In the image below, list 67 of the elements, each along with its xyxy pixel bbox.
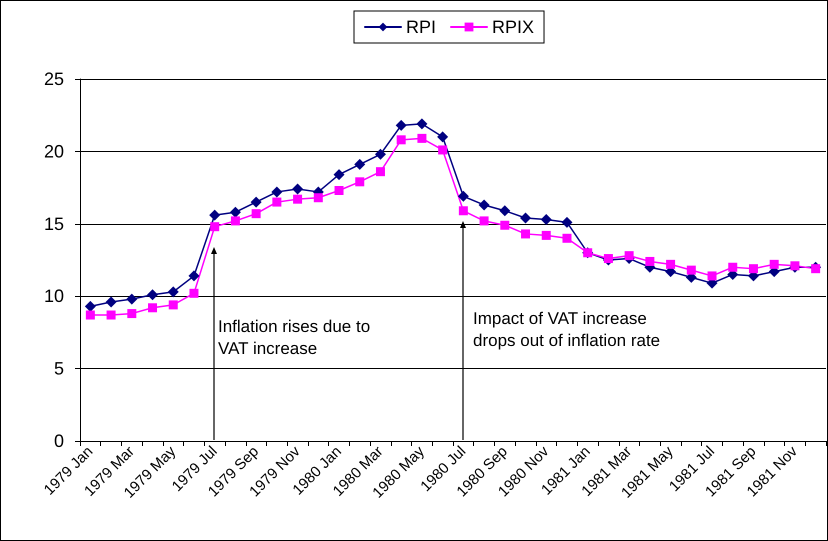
point [499,205,510,216]
point [478,199,490,210]
point [540,214,552,225]
annotation: Impact of VAT increase drops out of inflation rate [473,308,662,352]
point [438,145,448,154]
point [561,216,572,228]
y-tick-label: 25 [44,69,64,89]
point [520,212,532,224]
point [500,220,510,230]
point [708,271,717,280]
point [416,118,428,130]
point [334,169,345,180]
legend-label: RPI [406,17,436,37]
point [189,288,198,298]
point [272,198,282,207]
point [562,234,572,243]
point [417,134,426,143]
point [770,260,779,269]
point [252,209,261,218]
point [437,131,448,142]
point [396,120,407,131]
point [230,206,241,218]
point [126,294,138,305]
point [147,289,158,300]
point [209,210,220,221]
y-tick-label: 20 [44,141,64,162]
point [542,230,551,240]
point [127,309,136,318]
point [811,264,820,274]
point [334,186,344,195]
point [292,184,304,195]
point [84,300,96,312]
point [106,296,117,308]
point [645,256,654,266]
point [354,158,366,170]
point [355,177,364,186]
point [168,286,179,298]
y-tick-label: 10 [44,286,64,306]
y-tick-label: 15 [44,214,64,234]
point [168,300,178,310]
point [106,310,116,320]
point [210,222,220,232]
y-tick-label: 5 [54,358,64,379]
point [458,206,468,216]
annotation: Inflation rises due to VAT increase [218,316,372,360]
point [250,196,262,208]
point [148,303,158,312]
y-tick-label: 0 [54,431,64,451]
point [666,260,676,269]
point [521,229,530,238]
point [748,264,758,274]
point [458,190,469,202]
point [686,266,696,275]
point [293,194,302,204]
point [376,167,385,176]
point [86,310,95,320]
point [374,148,386,160]
point [480,216,489,226]
point [271,186,282,198]
point [314,193,323,202]
point [624,251,634,260]
point [230,216,240,226]
point [188,270,200,282]
point [790,261,800,270]
point [396,135,406,144]
legend-label: RPIX [492,17,534,37]
point [728,262,738,272]
